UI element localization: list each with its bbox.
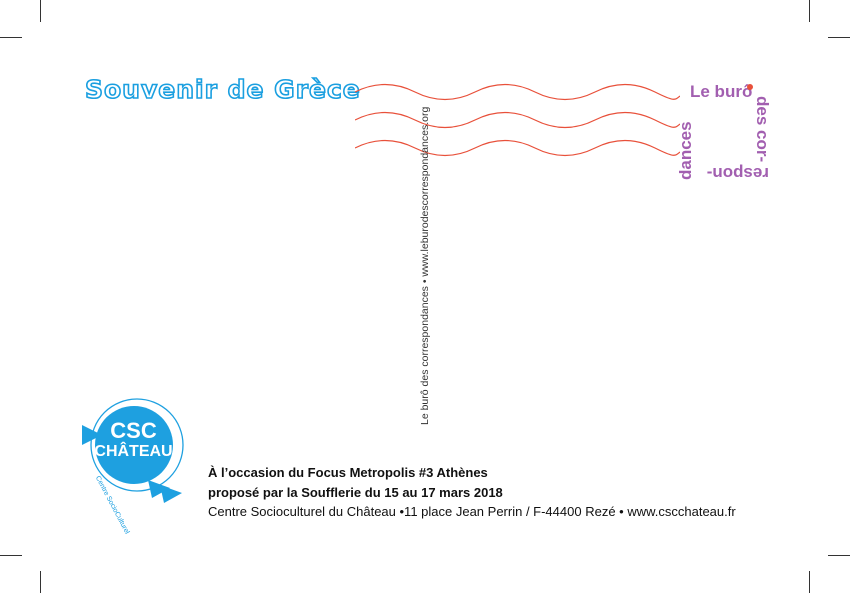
logo-graphic	[82, 398, 184, 503]
info-line-2: proposé par la Soufflerie du 15 au 17 ma…	[208, 485, 503, 500]
crop-mark-top-right-v	[809, 0, 810, 22]
wave-line-1	[355, 83, 680, 101]
postmark-waves	[355, 83, 680, 157]
logo-line-1: CSC	[110, 418, 157, 443]
csc-chateau-logo: CSC CHÂTEAU Centre SocioCulturel	[80, 395, 195, 535]
crop-mark-bottom-right-h	[828, 555, 850, 556]
stamp-text-right: des cor-	[753, 96, 772, 163]
info-line-3: Centre Socioculturel du Château •11 plac…	[208, 504, 736, 519]
stamp-text-bottom: respon-	[706, 164, 769, 183]
crop-mark-bottom-left-h	[0, 555, 22, 556]
wave-line-2	[355, 111, 680, 129]
stamp-dot	[747, 84, 753, 90]
stamp-text-top: Le burô	[690, 82, 753, 101]
info-line-1: À l’occasion du Focus Metropolis #3 Athè…	[208, 465, 488, 480]
crop-mark-top-left-h	[0, 37, 22, 38]
crop-mark-bottom-right-v	[809, 571, 810, 593]
card-title: Souvenir de Grèce	[84, 74, 361, 105]
logo-line-2: CHÂTEAU	[94, 443, 173, 460]
crop-mark-top-left-v	[40, 0, 41, 22]
crop-mark-bottom-left-v	[40, 571, 41, 593]
stamp-text-left: dances	[676, 121, 695, 180]
divider-vertical-text: Le burô des correspondances • www.leburo…	[419, 106, 431, 425]
stamp: Le burô des cor- respon- dances	[676, 80, 786, 190]
wave-line-3	[355, 139, 680, 157]
crop-mark-top-right-h	[828, 37, 850, 38]
